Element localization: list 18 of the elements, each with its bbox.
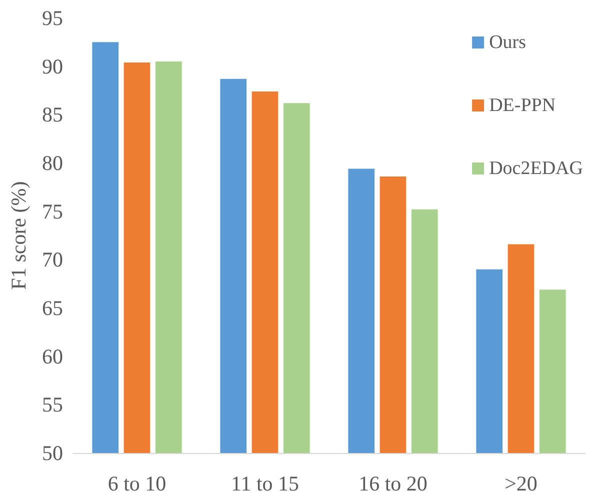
y-tick-label: 75 [42, 199, 63, 224]
y-tick-label: 50 [42, 441, 63, 465]
legend-label: Doc2EDAG [489, 158, 584, 179]
y-axis-title: F1 score (%) [6, 181, 30, 290]
y-tick-label: 60 [42, 344, 63, 368]
y-tick-label: 65 [42, 296, 63, 320]
y-tick-label: 85 [42, 102, 63, 127]
x-tick-label: >20 [504, 472, 538, 496]
y-tick-label: 80 [42, 151, 63, 175]
legend-label: Ours [489, 32, 526, 53]
x-tick-label: 11 to 15 [230, 472, 300, 496]
legend-label: DE-PPN [489, 95, 556, 116]
y-tick-label: 55 [42, 392, 63, 417]
y-tick-label: 90 [42, 54, 63, 78]
x-tick-label: 16 to 20 [358, 472, 428, 496]
y-tick-label: 70 [42, 248, 63, 272]
x-tick-label: 6 to 10 [108, 472, 166, 496]
y-tick-label: 95 [42, 6, 63, 30]
